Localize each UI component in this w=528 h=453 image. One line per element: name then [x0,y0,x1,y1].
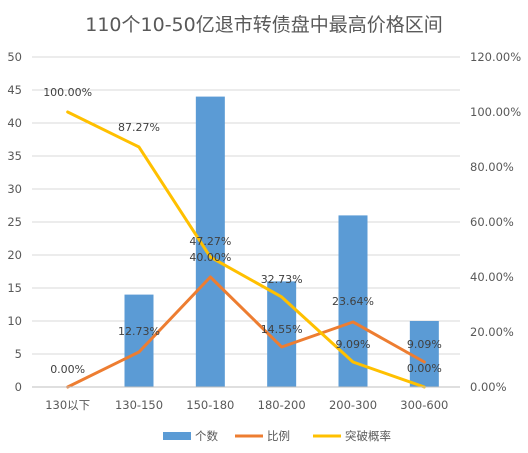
y-left-tick-label: 40 [7,116,22,130]
y-left-tick-label: 5 [15,347,22,361]
y-left-tick-label: 35 [7,149,22,163]
y-left-tick-label: 20 [7,248,22,262]
y-right-tick-label: 100.00% [470,105,521,119]
y-left-tick-label: 10 [7,314,22,328]
line-突破概率 [66,110,426,389]
data-label: 100.00% [43,86,92,99]
data-label: 47.27% [189,235,231,248]
y-left-tick-label: 15 [7,281,22,295]
line-series [66,110,426,389]
data-label: 23.64% [332,295,374,308]
y-left-tick-label: 25 [7,215,22,229]
data-label: 32.73% [261,273,303,286]
y-right-tick-label: 60.00% [470,215,514,229]
y-right-tick-label: 0.00% [470,380,507,394]
y-right-tick-label: 20.00% [470,325,514,339]
bar [409,321,439,387]
gridlines [32,56,460,355]
data-label: 12.73% [118,325,160,338]
data-label: 9.09% [336,338,371,351]
line-比例 [66,275,426,389]
x-tick-label: 130以下 [45,398,90,412]
legend-swatch [163,432,191,440]
data-label: 40.00% [189,251,231,264]
chart-title: 110个10-50亿退市转债盘中最高价格区间 [85,14,442,36]
x-tick-label: 130-150 [115,398,163,412]
y-right-tick-label: 120.00% [470,50,521,64]
y-left-tick-label: 0 [15,380,22,394]
data-label: 9.09% [407,338,442,351]
y-left-tick-label: 45 [7,83,22,97]
x-tick-label: 180-200 [258,398,306,412]
y-right-tick-label: 40.00% [470,270,514,284]
x-tick-label: 300-600 [400,398,448,412]
y-left-tick-label: 30 [7,182,22,196]
data-label: 0.00% [407,362,442,375]
data-label: 14.55% [261,323,303,336]
y-right-tick-label: 80.00% [470,160,514,174]
legend-label: 个数 [195,429,218,443]
bar [338,215,368,387]
data-label: 0.00% [50,363,85,376]
x-tick-label: 150-180 [186,398,234,412]
y-left-tick-label: 50 [7,50,22,64]
data-label: 87.27% [118,121,160,134]
legend-label: 突破概率 [345,429,391,443]
axes: 0 5 10 15 20 25 30 35 40 45 50 0.00% 20.00% 40.00% 60.… [7,50,521,412]
data-labels: 0.00% 12.73% 40.00% 14.55% 23.64% 9.09% 100.00… [43,86,442,376]
legend: 个数 比例 突破概率 [163,429,391,443]
legend-label: 比例 [267,429,290,443]
x-tick-label: 200-300 [329,398,377,412]
